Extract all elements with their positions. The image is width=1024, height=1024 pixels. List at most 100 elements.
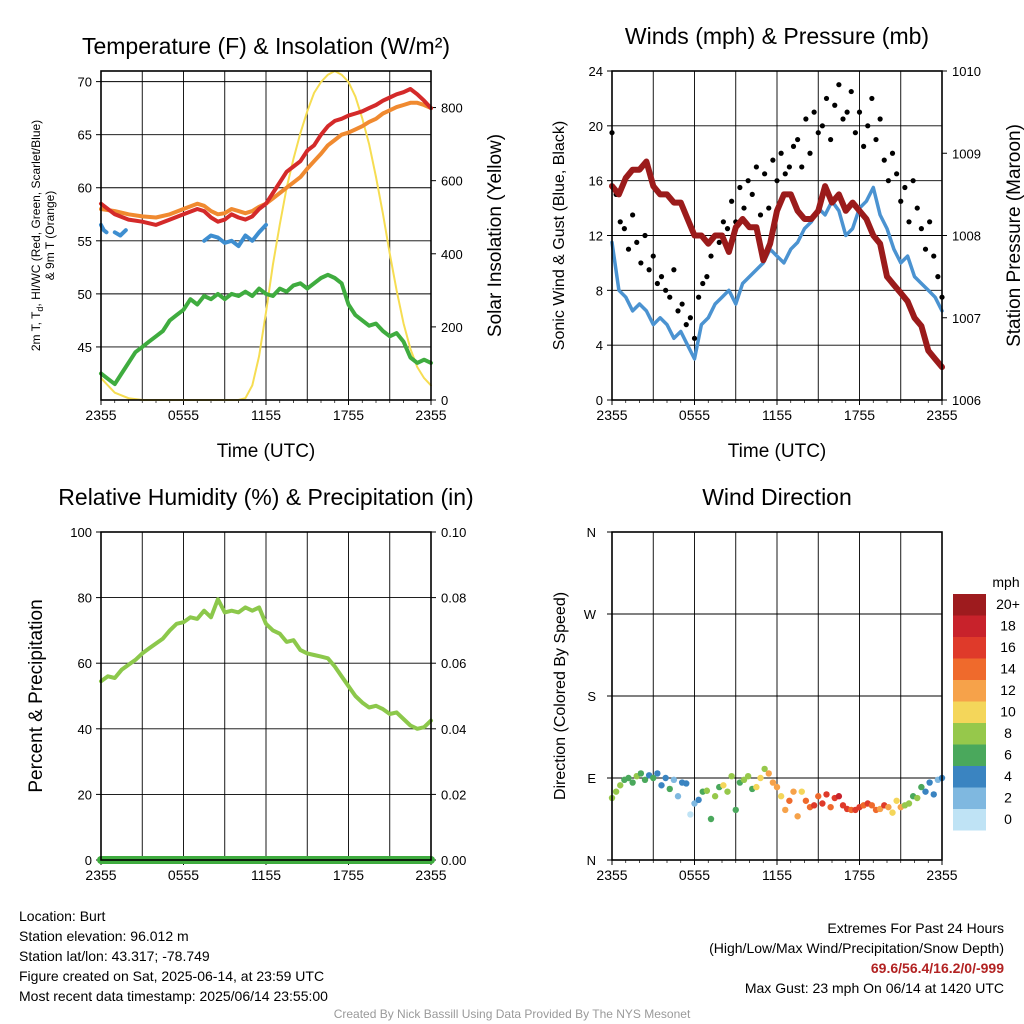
direction-point [773,783,781,791]
recent-timestamp: Most recent data timestamp: 2025/06/14 2… [19,988,328,1004]
max-gust: Max Gust: 23 mph On 06/14 at 1420 UTC [744,980,1004,996]
legend-swatch [953,723,986,745]
legend-swatch [953,658,986,680]
x-tick-label: 2355 [596,407,627,423]
series-hi-wc-c [202,222,268,249]
gust-point [819,123,825,129]
direction-point [654,770,661,777]
gust-point [696,294,702,300]
y-axis-label: Sonic Wind & Gust (Blue, Black) [551,121,568,350]
credit-line: Created By Nick Bassill Using Data Provi… [333,1007,691,1021]
gust-point [935,274,941,280]
y2-tick-label: 1009 [952,146,981,161]
direction-point [625,774,632,782]
series-pressure [609,158,945,371]
gust-point [865,123,871,129]
y-tick-label: 16 [589,174,603,189]
figure-created: Figure created on Sat, 2025-06-14, at 23… [19,968,325,984]
direction-point [926,779,933,786]
direction-point [753,783,760,791]
gust-point [877,116,883,122]
y-axis-label-subscript: d [35,307,45,312]
gust-point [762,171,768,177]
gust-point [815,130,821,136]
gust-point [873,136,879,143]
y2-tick-label: 0.04 [441,722,466,737]
chart-title: Wind Direction [702,484,852,510]
plot-border [611,531,943,861]
direction-point [757,774,764,782]
legend-title: mph [992,574,1019,590]
wind-speed-legend: mph 20+ 18 16 14 12 10 8 6 4 2 0 [953,574,1020,831]
y-tick-label: 12 [589,229,603,244]
y-tick-label: 4 [596,338,603,353]
gust-point [922,246,929,252]
direction-point [802,797,810,804]
gust-point [675,308,681,314]
legend-label: 4 [1004,768,1012,784]
y2-tick-label: 800 [441,101,463,116]
y2-tick-label: 0.00 [441,853,466,868]
y-tick-label: 8 [596,283,603,298]
legend-label: 12 [1000,682,1016,698]
legend-swatch [953,787,986,809]
direction-point [670,776,678,784]
gust-point [642,232,648,239]
series-temp9m [99,100,433,220]
gust-point [881,157,887,163]
series-dewpoint [99,272,433,387]
direction-point [703,787,711,794]
series-hi-wc-a [99,222,109,235]
y-tick-label: 70 [78,75,92,90]
legend-label: 10 [1000,704,1016,720]
extremes-heading: Extremes For Past 24 Hours [827,920,1004,936]
legend-label: 18 [1000,618,1016,634]
station-latlon: Station lat/lon: 43.317; -78.749 [19,948,210,964]
gust-point [861,143,867,149]
gust-point [654,280,660,287]
gust-point [799,164,805,170]
y-tick-label: 40 [78,722,92,737]
legend-swatch [953,680,986,702]
plot-border [611,70,943,401]
direction-point [761,765,768,773]
y-tick-label: 100 [70,525,92,540]
x-tick-label: 0555 [679,407,710,423]
gust-point [906,219,912,225]
gust-point [782,171,788,177]
y2-tick-label: 0.10 [441,525,466,540]
gust-point [807,150,813,156]
gust-point [625,246,632,252]
gust-point [778,150,784,156]
direction-point [827,803,834,811]
y-tick-label: 55 [78,234,92,249]
gust-point [720,219,726,225]
plot-border [100,531,432,861]
gust-point [898,198,904,204]
x-tick-label: 2355 [415,867,446,883]
y2-tick-label: 600 [441,174,463,189]
direction-point [777,793,785,800]
gust-point [700,280,706,287]
direction-point [786,797,793,804]
series-sonic-wind [610,185,944,361]
direction-point [683,780,690,787]
series-hi-wc-b [112,228,128,238]
x-axis-label: Time (UTC) [217,441,316,462]
gust-point [790,143,797,149]
legend-swatch [953,744,986,766]
y2-tick-label: 1008 [952,229,981,244]
chart-title: Relative Humidity (%) & Precipitation (i… [58,484,473,510]
winds-pressure-panel: 2355 0555 1155 1755 2355 Winds (mph) & Pressu… [551,23,1024,462]
direction-point [662,774,669,782]
y-tick-label: 0 [85,853,92,868]
y-tick-label: 20 [78,787,92,802]
x-tick-label: 1755 [333,867,364,883]
gust-point [803,116,809,122]
direction-point [724,788,731,795]
gust-point [931,253,937,259]
direction-point [922,788,929,795]
direction-point [691,800,698,807]
y-tick-label: E [587,771,596,786]
gust-point [741,205,747,211]
